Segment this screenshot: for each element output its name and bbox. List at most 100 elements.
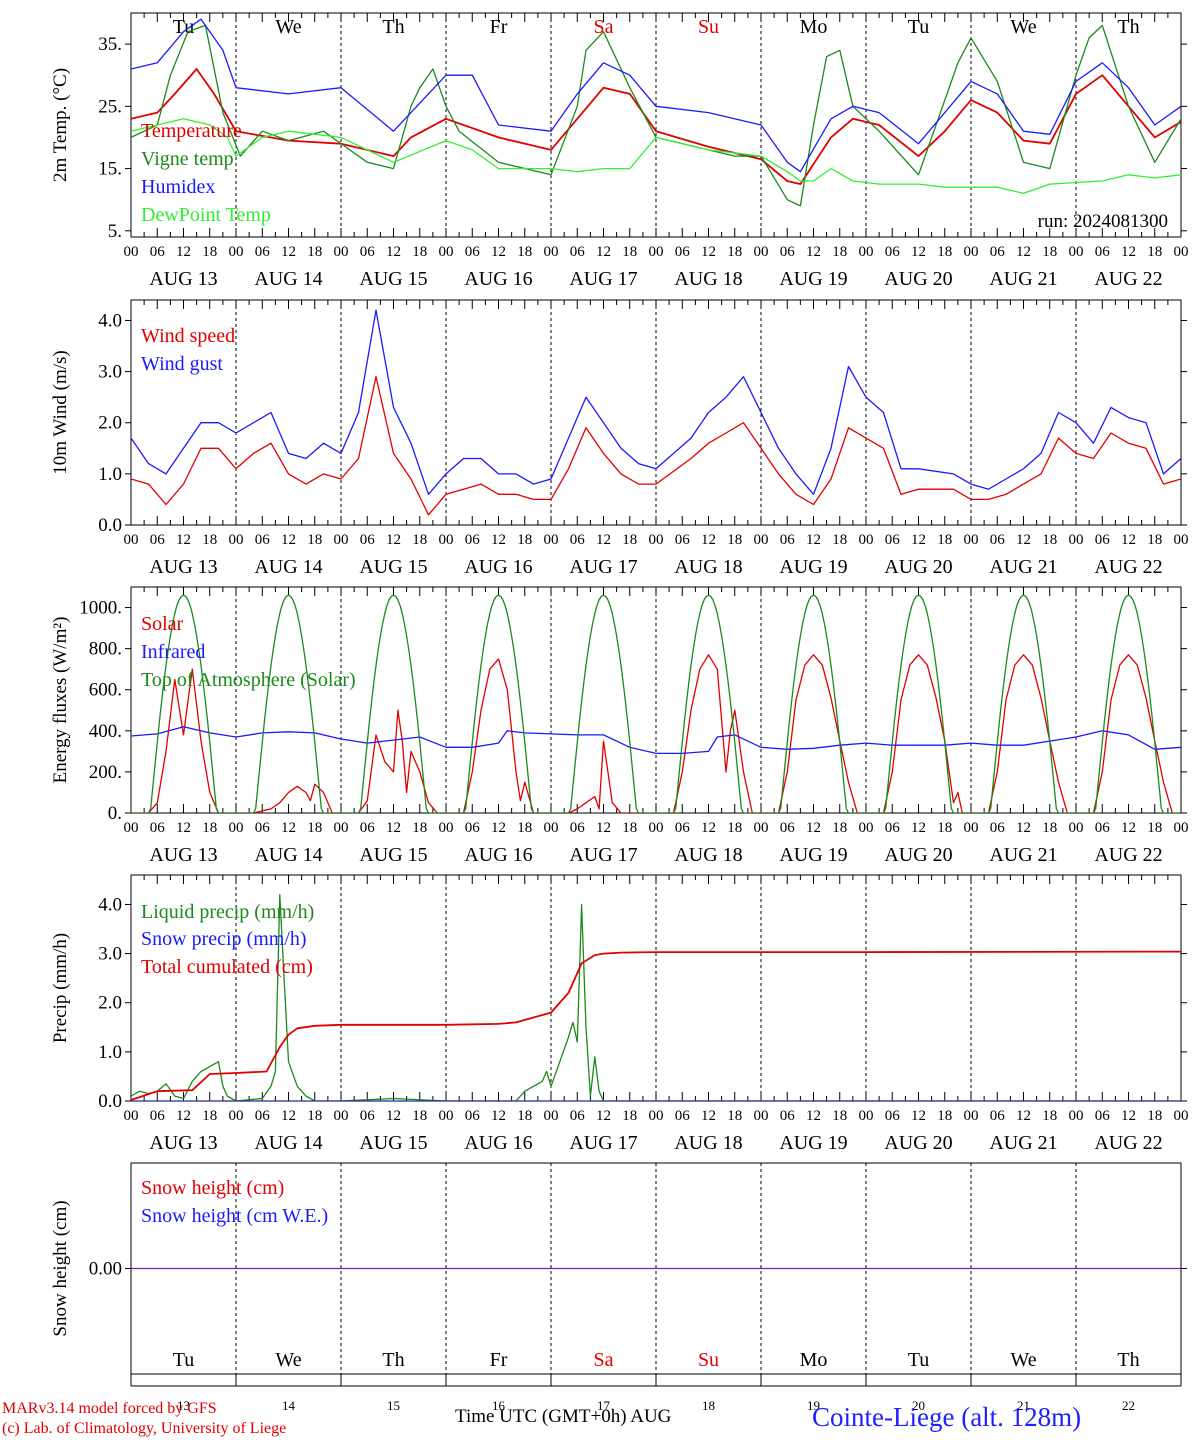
hour-tick-label: 06	[885, 1108, 901, 1124]
hour-tick-label: 18	[1147, 1108, 1162, 1124]
hour-tick-label: 18	[622, 1108, 637, 1124]
date-label: AUG 19	[779, 268, 847, 290]
date-label: AUG 22	[1094, 556, 1162, 578]
hour-tick-label: 06	[360, 244, 376, 260]
legend-entry: Wind speed	[141, 325, 235, 347]
date-label: AUG 18	[674, 844, 742, 866]
hour-tick-label: 00	[964, 532, 979, 548]
hour-tick-label: 00	[439, 244, 454, 260]
hour-tick-label: 12	[596, 532, 611, 548]
hour-tick-label: 18	[832, 1108, 847, 1124]
hour-tick-label: 00	[124, 532, 139, 548]
hour-tick-label: 00	[754, 244, 769, 260]
plot-frame	[130, 12, 1182, 238]
day-number-label: 14	[282, 1398, 296, 1413]
hour-tick-label: 12	[701, 244, 716, 260]
weekday-label: We	[1010, 1349, 1036, 1371]
hour-tick-label: 06	[360, 1108, 376, 1124]
weekday-label: Sa	[594, 1349, 614, 1371]
hour-tick-label: 00	[859, 1108, 874, 1124]
weekday-label: Sa	[594, 16, 614, 38]
date-label: AUG 16	[464, 844, 532, 866]
date-label: AUG 22	[1094, 268, 1162, 290]
hour-tick-label: 00	[439, 1108, 454, 1124]
hour-tick-label: 06	[780, 244, 796, 260]
weekday-label: Tu	[908, 1349, 930, 1371]
hour-tick-label: 18	[622, 532, 637, 548]
hour-tick-label: 00	[544, 532, 559, 548]
hour-tick-label: 06	[990, 244, 1006, 260]
hour-tick-label: 00	[439, 532, 454, 548]
y-tick-label: 0.0	[98, 515, 122, 536]
hour-tick-label: 12	[911, 532, 926, 548]
legend-entry: Total cumulated (cm)	[141, 956, 313, 978]
hour-tick-label: 18	[727, 1108, 742, 1124]
hour-tick-label: 06	[255, 532, 271, 548]
date-label: AUG 22	[1094, 844, 1162, 866]
weekday-label: Tu	[173, 1349, 195, 1371]
date-label: AUG 18	[674, 556, 742, 578]
y-tick-label: 1.0	[98, 1042, 122, 1063]
hour-tick-label: 06	[570, 1108, 586, 1124]
date-label: AUG 19	[779, 844, 847, 866]
station-name: Cointe-Liege (alt. 128m)	[812, 1402, 1082, 1432]
day-number-label: 22	[1122, 1398, 1135, 1413]
hour-tick-label: 18	[727, 820, 742, 836]
weekday-label: Fr	[490, 1349, 508, 1371]
hour-tick-label: 06	[990, 820, 1006, 836]
y-tick-label: 3.0	[98, 944, 122, 965]
hour-tick-label: 12	[596, 244, 611, 260]
hour-tick-label: 12	[596, 1108, 611, 1124]
hour-tick-label: 12	[281, 244, 296, 260]
weekday-label: We	[275, 16, 301, 38]
panel-2: 0.0 1.0 2.0 3.0 4.0 10m Wind (m/s) 00 06 12 18 AUG…	[50, 299, 1189, 578]
date-label: AUG 13	[149, 268, 217, 290]
hour-tick-label: 12	[911, 1108, 926, 1124]
hour-tick-label: 00	[439, 820, 454, 836]
hour-tick-label: 12	[1121, 244, 1136, 260]
hour-tick-label: 18	[622, 244, 637, 260]
date-label: AUG 14	[254, 844, 322, 866]
weekday-label: Th	[382, 16, 404, 38]
hour-tick-label: 06	[150, 244, 166, 260]
hour-tick-label: 06	[150, 532, 166, 548]
legend-entry: Snow precip (mm/h)	[141, 928, 307, 950]
y-tick-label: 400.	[89, 721, 122, 742]
day-number-label: 16	[492, 1398, 506, 1413]
hour-tick-label: 00	[124, 244, 139, 260]
hour-tick-label: 12	[281, 1108, 296, 1124]
date-label: AUG 19	[779, 1132, 847, 1154]
series-line-humidex	[131, 18, 1181, 173]
hour-tick-label: 00	[754, 532, 769, 548]
weekday-label: Fr	[490, 16, 508, 38]
hour-tick-label: 18	[1042, 532, 1057, 548]
panel-5: 0.00 Snow height (cm) Tu 13 We 14 Th 15 Fr 16 Sa 17…	[50, 1162, 1187, 1413]
hour-tick-label: 18	[1042, 1108, 1057, 1124]
weekday-label: Tu	[908, 16, 930, 38]
weekday-label: Mo	[800, 16, 828, 38]
hour-tick-label: 06	[780, 1108, 796, 1124]
hour-tick-label: 00	[334, 820, 349, 836]
hour-tick-label: 00	[124, 1108, 139, 1124]
hour-tick-label: 18	[202, 532, 217, 548]
hour-tick-label: 18	[307, 820, 322, 836]
y-tick-label: 2.0	[98, 993, 122, 1014]
hour-tick-label: 06	[990, 532, 1006, 548]
hour-tick-label: 12	[491, 1108, 506, 1124]
date-label: AUG 17	[569, 1132, 637, 1154]
hour-tick-label: 06	[885, 532, 901, 548]
y-axis-label: Snow height (cm)	[50, 1200, 71, 1336]
hour-tick-label: 18	[1042, 820, 1057, 836]
y-axis-label: Precip (mm/h)	[50, 933, 71, 1043]
hour-tick-label: 12	[176, 244, 191, 260]
date-label: AUG 19	[779, 556, 847, 578]
hour-tick-label: 18	[727, 532, 742, 548]
weekday-label: Su	[698, 1349, 719, 1371]
plot-frame	[130, 299, 1182, 526]
hour-tick-label: 18	[307, 532, 322, 548]
date-label: AUG 13	[149, 844, 217, 866]
y-tick-label: 1000.	[79, 598, 122, 619]
series-line-liquid-precip-mm-h-	[131, 894, 1181, 1101]
date-label: AUG 14	[254, 268, 322, 290]
y-tick-label: 0.	[108, 803, 122, 824]
